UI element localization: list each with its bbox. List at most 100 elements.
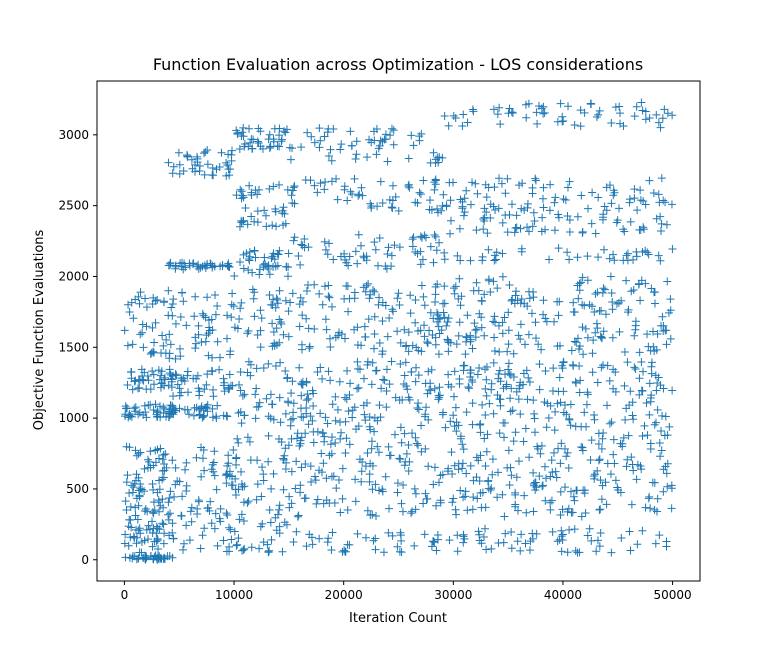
scatter-point	[232, 541, 241, 550]
scatter-point	[439, 190, 448, 199]
scatter-point	[324, 534, 333, 543]
scatter-point	[146, 463, 155, 472]
scatter-point	[128, 488, 137, 497]
scatter-point	[240, 390, 249, 399]
scatter-point	[461, 492, 470, 501]
scatter-point	[577, 442, 586, 451]
scatter-point	[440, 255, 449, 264]
scatter-point	[383, 157, 392, 166]
scatter-point	[561, 400, 570, 409]
scatter-point	[253, 137, 262, 146]
scatter-point	[363, 153, 372, 162]
scatter-point	[285, 503, 294, 512]
scatter-point	[514, 457, 523, 466]
scatter-point	[598, 288, 607, 297]
scatter-point	[534, 102, 543, 111]
scatter-point	[388, 181, 397, 190]
scatter-point	[333, 195, 342, 204]
scatter-point	[565, 525, 574, 534]
scatter-point	[562, 410, 571, 419]
axes: 0 10000 20000 30000 40000 5000005001000150020…	[58, 80, 701, 602]
scatter-point	[211, 291, 220, 300]
scatter-point	[567, 508, 576, 517]
scatter-point	[378, 350, 387, 359]
scatter-point	[458, 121, 467, 130]
scatter-point	[665, 422, 674, 431]
scatter-point	[413, 198, 422, 207]
scatter-point	[473, 189, 482, 198]
scatter-point	[555, 297, 564, 306]
scatter-point	[481, 462, 490, 471]
scatter-point	[416, 190, 425, 199]
scatter-point	[400, 371, 409, 380]
scatter-point	[605, 376, 614, 385]
scatter-point	[575, 279, 584, 288]
scatter-point	[136, 288, 145, 297]
scatter-point	[208, 413, 217, 422]
scatter-point	[348, 413, 357, 422]
scatter-point	[135, 492, 144, 501]
scatter-point	[328, 528, 337, 537]
scatter-point	[123, 471, 132, 480]
scatter-point	[646, 394, 655, 403]
scatter-point	[630, 363, 639, 372]
scatter-point	[488, 455, 497, 464]
scatter-point	[387, 203, 396, 212]
scatter-point	[344, 307, 353, 316]
scatter-point	[187, 503, 196, 512]
scatter-point	[487, 544, 496, 553]
scatter-point	[148, 323, 157, 332]
scatter-point	[576, 376, 585, 385]
scatter-point	[365, 470, 374, 479]
scatter-point	[182, 521, 191, 530]
scatter-point	[310, 280, 319, 289]
scatter-point	[659, 384, 668, 393]
scatter-point	[586, 455, 595, 464]
scatter-point	[399, 481, 408, 490]
scatter-point	[631, 325, 640, 334]
scatter-point	[131, 525, 140, 534]
scatter-point	[437, 206, 446, 215]
scatter-point	[237, 216, 246, 225]
scatter-point	[615, 109, 624, 118]
scatter-point	[132, 451, 141, 460]
scatter-point	[347, 141, 356, 150]
scatter-point	[575, 286, 584, 295]
scatter-point	[159, 341, 168, 350]
scatter-point	[164, 286, 173, 295]
scatter-point	[127, 368, 136, 377]
scatter-point	[237, 187, 246, 196]
scatter-point	[353, 340, 362, 349]
scatter-point	[571, 377, 580, 386]
scatter-point	[526, 537, 535, 546]
scatter-point	[382, 264, 391, 273]
scatter-point	[503, 174, 512, 183]
scatter-point	[371, 534, 380, 543]
scatter-point	[142, 553, 151, 562]
scatter-point	[516, 410, 525, 419]
scatter-point	[222, 158, 231, 167]
scatter-point	[328, 433, 337, 442]
scatter-point	[303, 128, 312, 137]
scatter-point	[505, 480, 514, 489]
scatter-point	[468, 505, 477, 514]
scatter-point	[157, 349, 166, 358]
scatter-point	[239, 264, 248, 273]
y-tick-label: 1500	[58, 340, 89, 354]
scatter-point	[498, 272, 507, 281]
scatter-point	[355, 365, 364, 374]
scatter-point	[395, 243, 404, 252]
scatter-point	[473, 370, 482, 379]
scatter-point	[590, 307, 599, 316]
scatter-point	[379, 375, 388, 384]
scatter-point	[662, 537, 671, 546]
scatter-point	[614, 298, 623, 307]
scatter-point	[483, 229, 492, 238]
scatter-point	[422, 495, 431, 504]
scatter-point	[411, 377, 420, 386]
scatter-point	[362, 398, 371, 407]
scatter-point	[258, 463, 267, 472]
scatter-point	[533, 119, 542, 128]
scatter-point	[242, 249, 251, 258]
scatter-point	[481, 410, 490, 419]
